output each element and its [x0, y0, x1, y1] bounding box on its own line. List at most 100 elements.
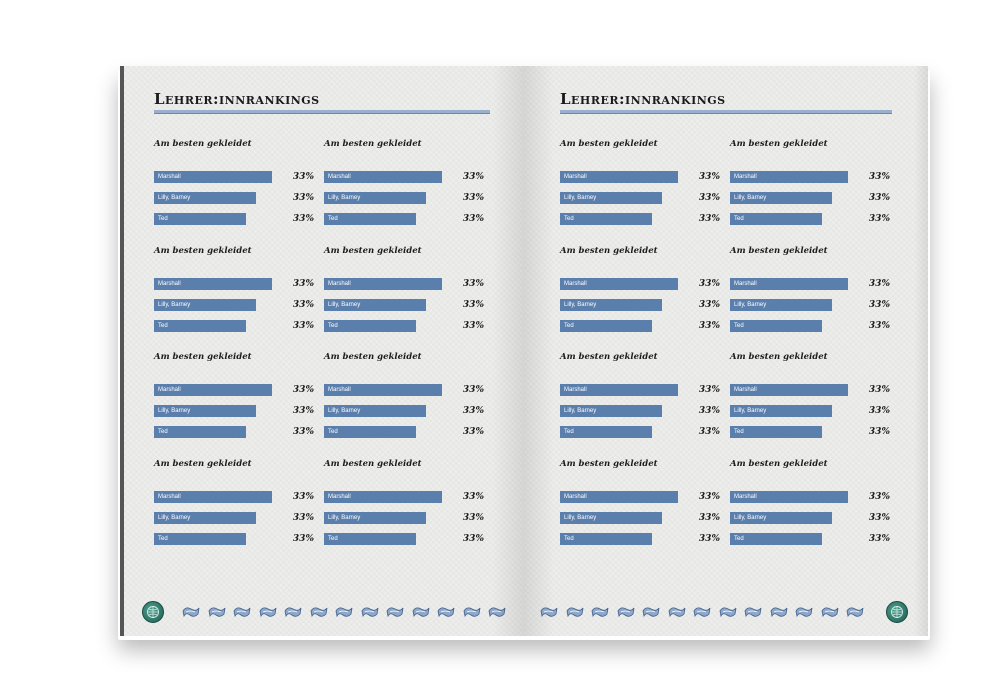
- ranking-heading: Am besten gekleidet: [154, 352, 252, 362]
- ranking-bar: Marshall: [730, 278, 848, 290]
- ranking-row: Lilly, Barney 33%: [560, 405, 720, 417]
- banner-ornament-icon: [208, 605, 226, 619]
- ranking-bar: Lilly, Barney: [560, 192, 662, 204]
- ranking-percent: 33%: [462, 172, 484, 182]
- ranking-bar: Ted: [324, 533, 416, 545]
- banner-ornament-icon: [361, 605, 379, 619]
- ranking-block: Am besten gekleidet Marshall 33% Lilly, Bar…: [324, 139, 484, 239]
- ranking-row: Marshall 33%: [324, 171, 484, 183]
- ranking-percent: 33%: [292, 427, 314, 437]
- ranking-block: Am besten gekleidet Marshall 33% Lilly, Bar…: [730, 246, 890, 346]
- ranking-percent: 33%: [868, 279, 890, 289]
- ranking-heading: Am besten gekleidet: [324, 352, 422, 362]
- ranking-bar: Lilly, Barney: [730, 405, 832, 417]
- ranking-block: Am besten gekleidet Marshall 33% Lilly, Bar…: [154, 459, 314, 559]
- ranking-percent: 33%: [292, 279, 314, 289]
- ranking-percent: 33%: [292, 214, 314, 224]
- ranking-percent: 33%: [698, 214, 720, 224]
- ranking-percent: 33%: [698, 534, 720, 544]
- ranking-percent: 33%: [698, 513, 720, 523]
- ranking-row: Lilly, Barney 33%: [560, 192, 720, 204]
- ranking-percent: 33%: [868, 427, 890, 437]
- ranking-row: Marshall 33%: [730, 491, 890, 503]
- ranking-percent: 33%: [292, 193, 314, 203]
- ranking-row: Lilly, Barney 33%: [730, 512, 890, 524]
- banner-ornament-icon: [437, 605, 455, 619]
- globe-emblem-icon: [886, 601, 908, 623]
- ranking-percent: 33%: [292, 406, 314, 416]
- ranking-bar: Marshall: [730, 171, 848, 183]
- ranking-bar: Ted: [730, 426, 822, 438]
- ranking-row: Ted 33%: [730, 426, 890, 438]
- ranking-bar: Lilly, Barney: [560, 299, 662, 311]
- ranking-row: Marshall 33%: [324, 278, 484, 290]
- ranking-percent: 33%: [292, 513, 314, 523]
- ranking-percent: 33%: [292, 300, 314, 310]
- ranking-heading: Am besten gekleidet: [560, 459, 658, 469]
- ranking-row: Lilly, Barney 33%: [324, 192, 484, 204]
- ranking-percent: 33%: [462, 513, 484, 523]
- ranking-bar: Marshall: [154, 384, 272, 396]
- ranking-percent: 33%: [698, 172, 720, 182]
- ranking-row: Lilly, Barney 33%: [730, 405, 890, 417]
- banner-ornament-icon: [488, 605, 506, 619]
- ranking-heading: Am besten gekleidet: [324, 139, 422, 149]
- ranking-row: Ted 33%: [730, 533, 890, 545]
- ranking-bar: Ted: [324, 213, 416, 225]
- ranking-row: Lilly, Barney 33%: [154, 405, 314, 417]
- ranking-percent: 33%: [462, 427, 484, 437]
- page-footer: [142, 601, 512, 623]
- ranking-block: Am besten gekleidet Marshall 33% Lilly, Bar…: [730, 139, 890, 239]
- ranking-bar: Lilly, Barney: [560, 405, 662, 417]
- ranking-bar: Lilly, Barney: [730, 512, 832, 524]
- ranking-percent: 33%: [462, 321, 484, 331]
- ranking-row: Marshall 33%: [560, 171, 720, 183]
- ranking-heading: Am besten gekleidet: [730, 459, 828, 469]
- banner-ornament-icon: [719, 605, 737, 619]
- ranking-percent: 33%: [698, 321, 720, 331]
- ranking-bar: Lilly, Barney: [154, 405, 256, 417]
- title-rule: [154, 110, 490, 114]
- banner-ornament-icon: [284, 605, 302, 619]
- ranking-bar: Marshall: [324, 491, 442, 503]
- globe-emblem-icon: [142, 601, 164, 623]
- ranking-percent: 33%: [462, 385, 484, 395]
- banner-ornament-icon: [310, 605, 328, 619]
- ranking-percent: 33%: [868, 406, 890, 416]
- ranking-bar: Marshall: [154, 171, 272, 183]
- ranking-block: Am besten gekleidet Marshall 33% Lilly, Bar…: [560, 139, 720, 239]
- banner-ornament-icon: [591, 605, 609, 619]
- ranking-bar: Marshall: [730, 491, 848, 503]
- ranking-bar: Lilly, Barney: [324, 512, 426, 524]
- ranking-percent: 33%: [868, 172, 890, 182]
- page-footer: [534, 601, 914, 623]
- ranking-bar: Lilly, Barney: [324, 405, 426, 417]
- ranking-heading: Am besten gekleidet: [154, 459, 252, 469]
- banner-ornament-icon: [233, 605, 251, 619]
- ranking-bar: Marshall: [560, 491, 678, 503]
- ranking-bar: Marshall: [560, 278, 678, 290]
- ranking-bar: Lilly, Barney: [154, 512, 256, 524]
- ranking-row: Lilly, Barney 33%: [154, 192, 314, 204]
- ranking-row: Ted 33%: [324, 213, 484, 225]
- ranking-bar: Lilly, Barney: [154, 299, 256, 311]
- ranking-block: Am besten gekleidet Marshall 33% Lilly, Bar…: [324, 246, 484, 346]
- banner-ornament-icon: [642, 605, 660, 619]
- ranking-percent: 33%: [868, 321, 890, 331]
- ranking-bar: Marshall: [154, 278, 272, 290]
- ranking-row: Marshall 33%: [324, 384, 484, 396]
- banner-ornament-icon: [770, 605, 788, 619]
- ranking-heading: Am besten gekleidet: [560, 139, 658, 149]
- ranking-row: Marshall 33%: [324, 491, 484, 503]
- ranking-percent: 33%: [462, 406, 484, 416]
- ranking-row: Marshall 33%: [154, 171, 314, 183]
- ranking-percent: 33%: [698, 300, 720, 310]
- ranking-percent: 33%: [292, 385, 314, 395]
- banner-ornament-icon: [463, 605, 481, 619]
- ranking-row: Lilly, Barney 33%: [324, 405, 484, 417]
- ranking-bar: Ted: [730, 533, 822, 545]
- title-rule: [560, 110, 892, 114]
- ranking-percent: 33%: [292, 492, 314, 502]
- ranking-block: Am besten gekleidet Marshall 33% Lilly, Bar…: [154, 139, 314, 239]
- ranking-row: Lilly, Barney 33%: [730, 192, 890, 204]
